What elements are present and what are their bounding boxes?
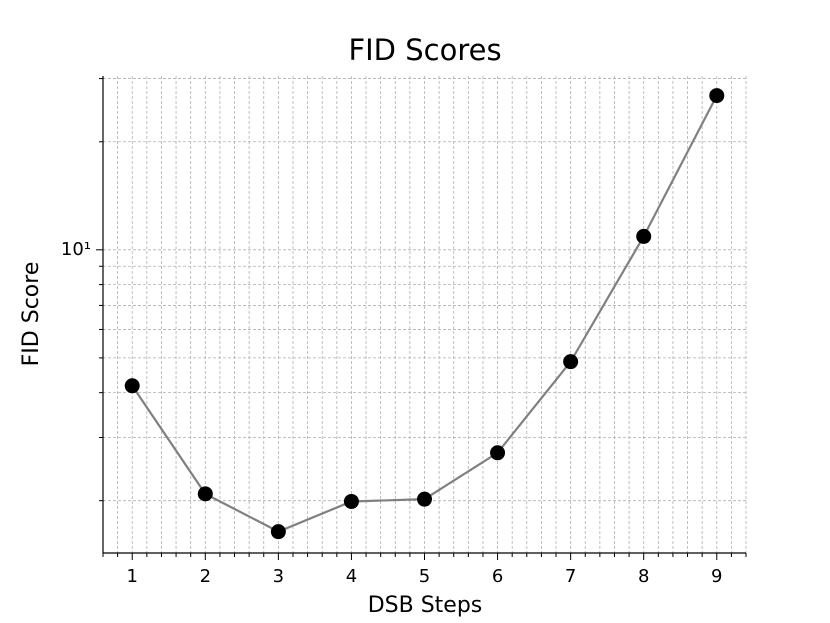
x-tick-label: 8 <box>638 566 649 587</box>
data-point <box>197 486 213 502</box>
x-tick-label: 9 <box>711 566 722 587</box>
y-tick-label: 10¹ <box>61 239 91 260</box>
x-tick-label: 2 <box>200 566 211 587</box>
data-point <box>343 493 359 509</box>
data-point <box>270 524 286 540</box>
data-point <box>490 445 506 461</box>
data-point <box>417 491 432 507</box>
x-tick-label: 1 <box>127 566 138 587</box>
y-axis-label: FID Score <box>19 262 44 367</box>
x-tick-label: 5 <box>419 566 430 587</box>
x-tick-label: 6 <box>492 566 503 587</box>
x-tick-label: 7 <box>565 566 576 587</box>
data-point <box>636 228 652 244</box>
data-point <box>124 378 140 394</box>
chart-title: FID Scores <box>348 33 501 67</box>
x-tick-label: 3 <box>273 566 284 587</box>
data-point <box>563 354 579 370</box>
x-tick-label: 4 <box>346 566 357 587</box>
data-point <box>709 88 725 104</box>
x-axis-label: DSB Steps <box>368 593 483 618</box>
